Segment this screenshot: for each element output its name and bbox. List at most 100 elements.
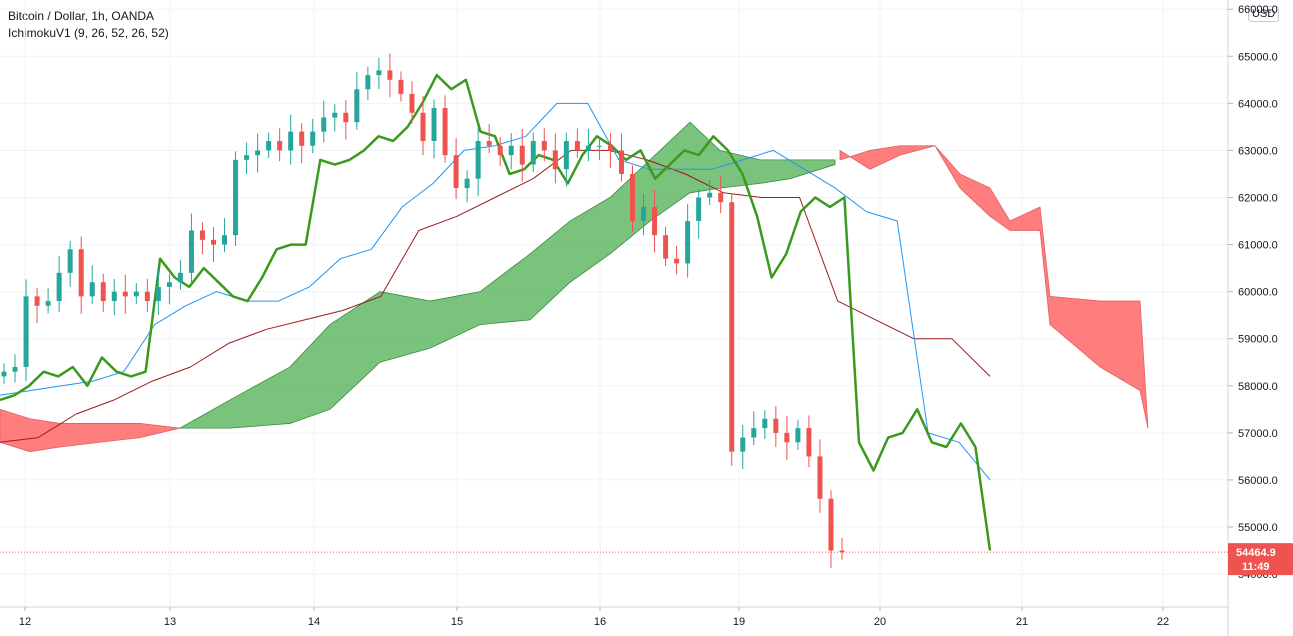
candle-body xyxy=(508,145,514,156)
candle-body xyxy=(122,291,128,297)
y-tick-label: 56000.0 xyxy=(1238,475,1278,487)
candle xyxy=(464,170,470,203)
candle xyxy=(266,132,272,158)
y-tick-label: 58000.0 xyxy=(1238,381,1278,393)
candle xyxy=(155,269,161,316)
candle-body xyxy=(431,108,437,142)
candle xyxy=(365,66,371,101)
candle-body xyxy=(641,206,647,222)
candle xyxy=(685,204,691,278)
candle-body xyxy=(255,150,261,156)
candle xyxy=(718,175,724,214)
candle-body xyxy=(740,437,746,452)
symbol-title: Bitcoin / Dollar, 1h, OANDA xyxy=(8,9,155,23)
candle-body xyxy=(663,235,669,259)
candle-body xyxy=(45,301,51,306)
candles xyxy=(1,53,845,568)
countdown-timer: 11:49 xyxy=(1242,561,1270,573)
price-tag-layer: 54464.9 11:49 xyxy=(0,543,1293,576)
lagging-span xyxy=(0,73,992,551)
candle xyxy=(707,180,713,206)
candle-body xyxy=(729,202,735,452)
candle xyxy=(67,240,73,287)
candle xyxy=(519,128,525,182)
candle xyxy=(288,114,294,165)
candle-body xyxy=(585,145,591,151)
candle-body xyxy=(409,93,415,113)
candle-body xyxy=(222,235,228,245)
y-tick-label: 62000.0 xyxy=(1238,193,1278,205)
candle-body xyxy=(806,428,812,457)
candle-body xyxy=(464,178,470,189)
ichimoku-cloud xyxy=(0,121,1149,453)
y-tick-label: 57000.0 xyxy=(1238,428,1278,440)
candle-body xyxy=(310,131,316,146)
x-tick-label: 19 xyxy=(733,616,745,628)
candle-body xyxy=(100,282,106,302)
candle-body xyxy=(574,141,580,151)
candle xyxy=(652,189,658,253)
candle xyxy=(199,221,205,254)
conversion-line xyxy=(0,102,991,481)
grid xyxy=(0,0,1228,607)
candle-body xyxy=(34,296,40,306)
candle-body xyxy=(233,159,239,236)
candle-body xyxy=(89,282,95,297)
y-tick-label: 64000.0 xyxy=(1238,98,1278,110)
y-tick-label: 55000.0 xyxy=(1238,522,1278,534)
candle-body xyxy=(111,291,117,302)
indicator-label: IchimokuV1 (9, 26, 52, 26, 52) xyxy=(8,26,169,40)
candle xyxy=(574,128,580,158)
candle-body xyxy=(696,197,702,222)
candle-body xyxy=(475,141,481,179)
candle xyxy=(442,95,448,163)
candle xyxy=(387,53,393,98)
candle xyxy=(839,537,845,560)
candle xyxy=(144,278,150,312)
candle xyxy=(376,57,382,90)
candle-body xyxy=(166,282,172,287)
candle xyxy=(188,213,194,284)
candle xyxy=(409,81,415,124)
candle-body xyxy=(453,155,459,189)
candle xyxy=(740,424,746,470)
y-tick-label: 61000.0 xyxy=(1238,240,1278,252)
candle-body xyxy=(199,230,205,240)
candle-body xyxy=(652,206,658,236)
candle xyxy=(751,411,757,446)
candle-body xyxy=(244,155,250,160)
last-price-value: 54464.9 xyxy=(1236,547,1276,559)
candle xyxy=(211,227,216,262)
currency-button[interactable]: USD xyxy=(1248,6,1280,22)
candle xyxy=(585,128,591,162)
y-tick-label: 60000.0 xyxy=(1238,287,1278,299)
candle xyxy=(133,283,139,304)
candle-body xyxy=(56,272,62,302)
candle xyxy=(89,265,95,304)
candle xyxy=(177,260,183,290)
candle-body xyxy=(354,89,360,123)
candle xyxy=(34,287,40,324)
x-tick-label: 21 xyxy=(1016,616,1028,628)
candle xyxy=(255,133,261,173)
candle-body xyxy=(288,131,294,151)
candle-body xyxy=(387,70,393,80)
candle xyxy=(817,439,823,513)
candle xyxy=(354,72,360,130)
candle-body xyxy=(177,272,183,283)
candle-body xyxy=(321,117,327,132)
candle-body xyxy=(618,150,624,174)
cloud-bear-2 xyxy=(839,145,1149,429)
candle-body xyxy=(817,456,823,499)
candle-body xyxy=(133,291,139,297)
candle xyxy=(618,133,624,182)
candle xyxy=(784,415,790,460)
candle-body xyxy=(718,192,724,203)
candle-body xyxy=(828,498,834,551)
candle xyxy=(166,273,172,305)
candle xyxy=(453,138,459,199)
base-line xyxy=(0,149,991,443)
candle xyxy=(696,189,702,239)
